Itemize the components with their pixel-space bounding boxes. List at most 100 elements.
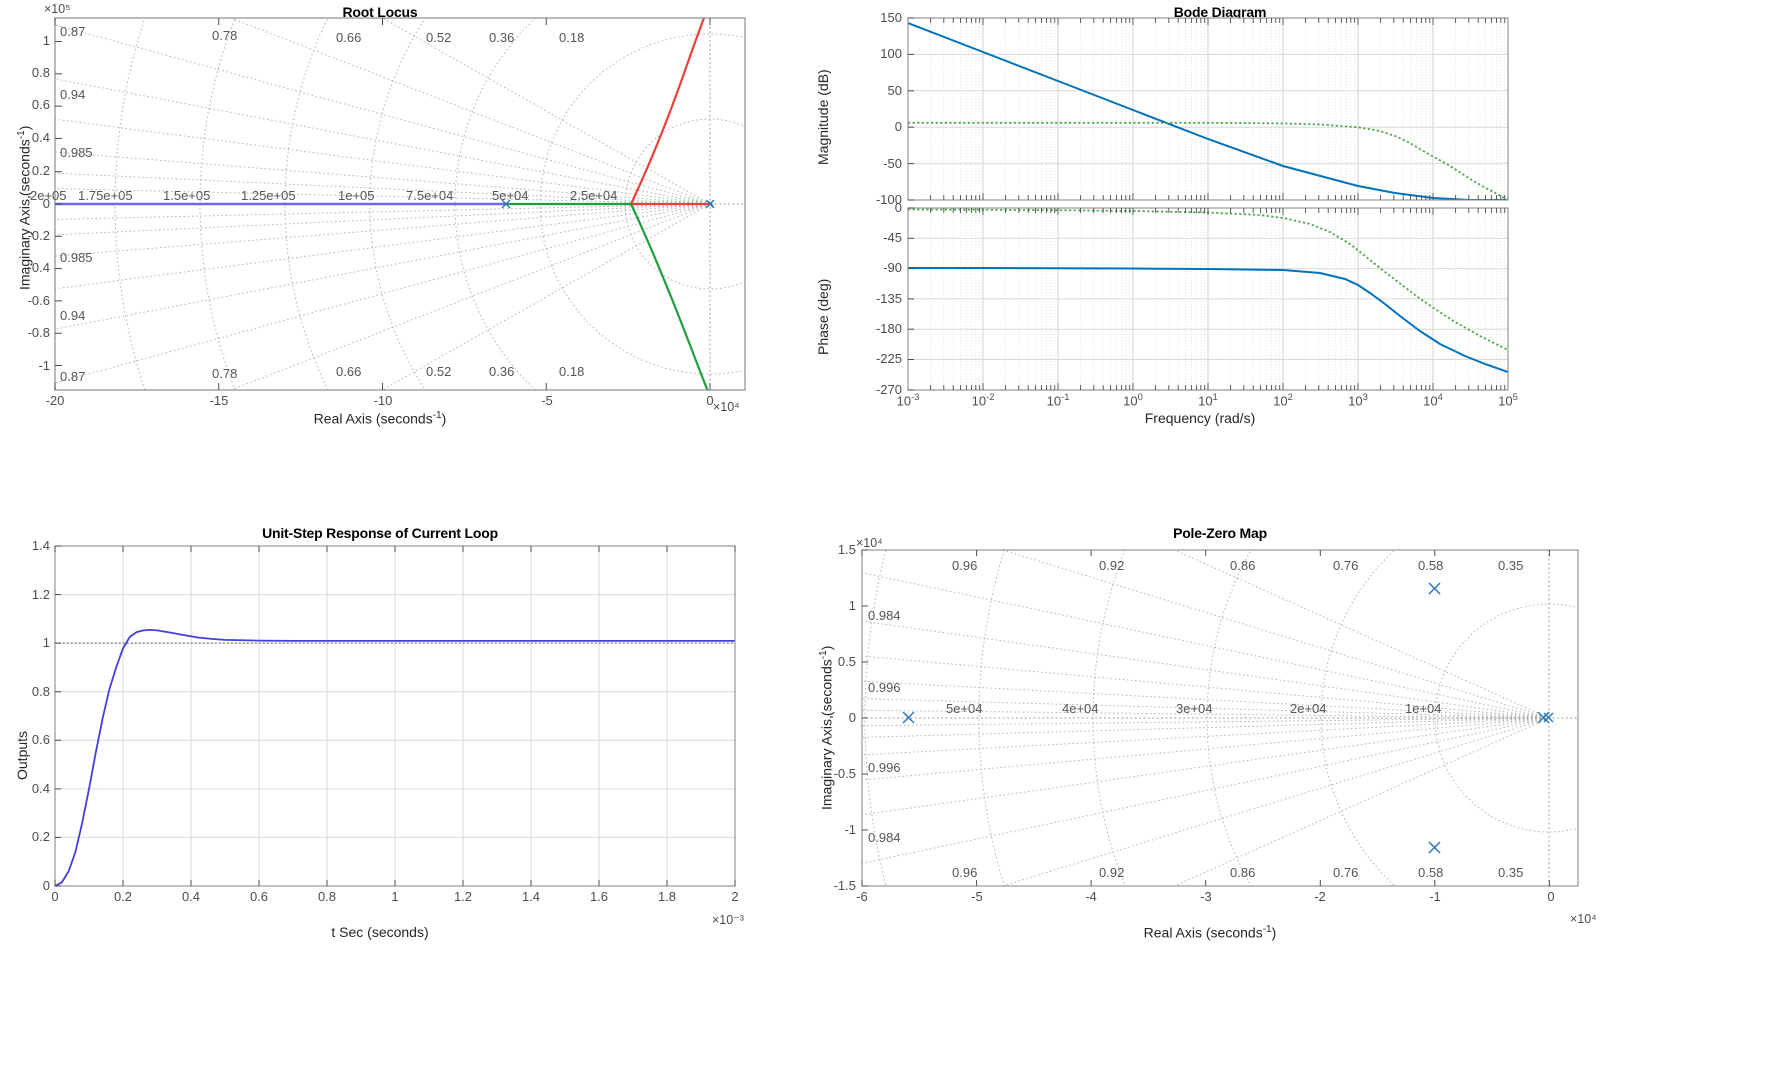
step-xtick-0: 0 — [51, 889, 59, 904]
step-ytick-2: 0.4 — [31, 781, 50, 796]
bode-title: Bode Diagram — [1173, 4, 1267, 20]
rl-damp-bot-2: 0.66 — [336, 364, 362, 379]
root-locus-xlabel: Real Axis (seconds-1) — [313, 410, 447, 427]
rl-freq-6: 5e+04 — [492, 188, 529, 203]
rl-damp-top-3: 0.52 — [426, 30, 452, 45]
pz-ytick-4: 0.5 — [837, 654, 856, 669]
rl-ytick-4: -0.2 — [27, 228, 50, 243]
step-xtick-2: 0.4 — [181, 889, 201, 904]
step-ytick-1: 0.2 — [31, 829, 50, 844]
pz-freq-1: 4e+04 — [1062, 701, 1099, 716]
pz-ytick-0: -1.5 — [833, 878, 856, 893]
rl-damp-left-2: 0.985 — [60, 250, 93, 265]
rl-ytick-5: 0 — [42, 196, 50, 211]
bode-xtick-1: 10-2 — [971, 392, 995, 409]
pz-damp-left-1: 0.996 — [868, 680, 901, 695]
root-locus-plot — [54, 17, 746, 391]
rl-damp-bot-4: 0.36 — [489, 364, 515, 379]
bode-xtick-4: 101 — [1198, 392, 1218, 409]
bode-mag-ytick-1: 100 — [880, 46, 902, 61]
pole-zero-title: Pole-Zero Map — [1173, 525, 1267, 541]
rl-ytick-9: 0.8 — [31, 65, 50, 80]
bode-xtick-2: 10-1 — [1046, 392, 1070, 409]
rl-ytick-1: -0.8 — [27, 325, 50, 340]
bode-phase-closed-loop — [908, 208, 1508, 351]
pz-ytick-6: 1.5 — [837, 542, 856, 557]
locus-branch-green-lower — [630, 203, 709, 390]
step-xlabel: t Sec (seconds) — [331, 924, 429, 940]
rl-damp-top-5: 0.18 — [559, 30, 585, 45]
rl-xtick-2: -10 — [373, 393, 393, 408]
rl-damp-bot-0: 0.87 — [60, 369, 86, 384]
rl-xtick-3: -5 — [541, 393, 553, 408]
pz-freq-2: 3e+04 — [1176, 701, 1213, 716]
step-title: Unit-Step Response of Current Loop — [262, 525, 498, 541]
step-ytick-7: 1.4 — [31, 538, 50, 553]
step-xtick-6: 1.2 — [453, 889, 473, 904]
pz-damp-bot-5: 0.35 — [1498, 865, 1524, 880]
bode-phase-ytick-1: -45 — [883, 230, 902, 245]
step-xtick-3: 0.6 — [249, 889, 269, 904]
pz-xtick-2: -4 — [1085, 889, 1097, 904]
rl-xtick-4: 0 — [706, 393, 714, 408]
rl-damp-left-1: 0.985 — [60, 145, 93, 160]
bode-phase-ytick-4: -180 — [875, 321, 902, 336]
pz-ytick-1: -1 — [844, 822, 856, 837]
root-locus-y-exponent: ×10⁵ — [44, 2, 71, 16]
rl-damp-left-3: 0.94 — [60, 308, 86, 323]
rl-freq-2: 1.5e+05 — [163, 188, 211, 203]
rl-damp-top-2: 0.66 — [336, 30, 362, 45]
bode-xtick-3: 100 — [1123, 392, 1143, 409]
step-ytick-4: 0.8 — [31, 684, 50, 699]
step-response-curve — [55, 628, 735, 886]
step-xtick-9: 1.8 — [657, 889, 677, 904]
pz-ytick-2: -0.5 — [833, 766, 856, 781]
step-ytick-5: 1 — [42, 635, 50, 650]
root-locus-x-exponent: ×10⁴ — [713, 400, 740, 414]
rl-damp-left-0: 0.94 — [60, 87, 86, 102]
bode-magnitude-closed-loop — [908, 121, 1508, 200]
pole-marker — [501, 199, 715, 209]
pz-xtick-1: -5 — [971, 889, 983, 904]
panel-step-response: Unit-Step Response of Current Loop Outpu… — [0, 520, 790, 980]
pz-damp-top-5: 0.35 — [1498, 558, 1524, 573]
pole-zero-markers — [902, 582, 1554, 854]
root-locus-title: Root Locus — [342, 4, 418, 20]
bode-phase-ytick-2: -90 — [883, 260, 902, 275]
pz-xtick-3: -3 — [1200, 889, 1212, 904]
pz-damp-left-3: 0.984 — [868, 830, 901, 845]
pz-xtick-0: -6 — [856, 889, 868, 904]
bode-xtick-6: 103 — [1348, 392, 1368, 409]
bode-xtick-7: 104 — [1423, 392, 1443, 409]
rl-damp-top-0: 0.87 — [60, 24, 86, 39]
bode-xtick-8: 105 — [1498, 392, 1518, 409]
rl-ytick-3: -0.4 — [27, 260, 50, 275]
panel-bode-diagram: Bode Diagram Magnitude (dB) Phase (deg) … — [815, 0, 1774, 450]
bode-phase-ytick-6: -270 — [875, 382, 902, 397]
bode-mag-ytick-3: 0 — [894, 119, 902, 134]
rl-ytick-2: -0.6 — [27, 293, 50, 308]
pz-freq-3: 2e+04 — [1290, 701, 1327, 716]
rl-damp-bot-5: 0.18 — [559, 364, 585, 379]
rl-damp-bot-1: 0.78 — [212, 366, 238, 381]
rl-freq-4: 1e+05 — [338, 188, 375, 203]
step-xtick-7: 1.4 — [521, 889, 541, 904]
bode-xlabel: Frequency (rad/s) — [1144, 410, 1256, 426]
bode-mag-ytick-2: 50 — [887, 83, 902, 98]
pz-damp-bot-3: 0.76 — [1333, 865, 1359, 880]
step-response-plot — [54, 545, 736, 887]
step-xtick-4: 0.8 — [317, 889, 337, 904]
bode-phase-ytick-3: -135 — [875, 291, 902, 306]
rl-ytick-7: 0.4 — [31, 130, 50, 145]
pz-xtick-4: -2 — [1314, 889, 1326, 904]
locus-branch-red-upper — [630, 18, 706, 205]
rl-ytick-8: 0.6 — [31, 97, 50, 112]
pz-damp-top-3: 0.76 — [1333, 558, 1359, 573]
bode-mag-ytick-4: -50 — [883, 156, 902, 171]
pz-damp-top-1: 0.92 — [1099, 558, 1125, 573]
rl-freq-5: 7.5e+04 — [406, 188, 454, 203]
rl-ytick-6: 0.2 — [31, 163, 50, 178]
pz-xtick-5: -1 — [1429, 889, 1441, 904]
pz-damp-top-4: 0.58 — [1418, 558, 1444, 573]
bode-plot — [907, 17, 1509, 391]
